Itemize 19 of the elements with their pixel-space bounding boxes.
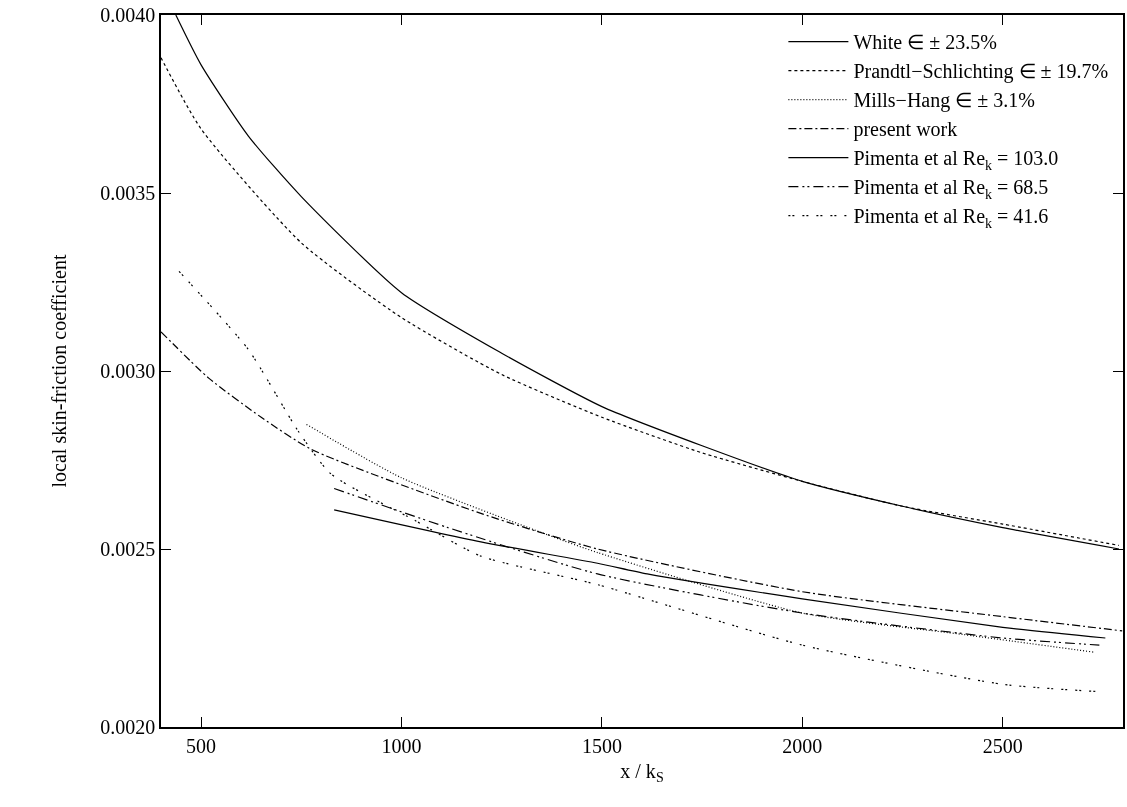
y-tick-label: 0.0035: [100, 182, 156, 204]
legend-label: White ∈ ± 23.5%: [853, 31, 997, 54]
legend-label: Mills−Hang ∈ ± 3.1%: [853, 89, 1035, 113]
x-axis-title: x / k$_{S}$: [620, 759, 664, 785]
x-tick-label: 2000: [782, 734, 823, 757]
legend-label: Pimenta et al Re$_{k}$ = 68.5: [853, 176, 1049, 202]
x-tick-label: 2500: [982, 734, 1023, 757]
legend-label: Prandtl−Schlichting ∈ ± 19.7%: [853, 60, 1109, 84]
x-tick-label: 1500: [581, 734, 622, 757]
x-tick-label: 1000: [381, 734, 422, 757]
y-tick-label: 0.0030: [100, 360, 156, 382]
legend-label: present work: [853, 118, 958, 142]
legend-label: Pimenta et al Re$_{k}$ = 41.6: [853, 205, 1049, 231]
y-tick-label: 0.0025: [100, 538, 156, 560]
legend-label: Pimenta et al Re$_{k}$ = 103.0: [853, 147, 1059, 173]
y-axis-title: local skin-friction coefficient: [48, 254, 71, 488]
x-tick-label: 500: [186, 734, 217, 757]
y-tick-label: 0.0040: [100, 4, 156, 26]
y-tick-label: 0.0020: [100, 716, 156, 738]
